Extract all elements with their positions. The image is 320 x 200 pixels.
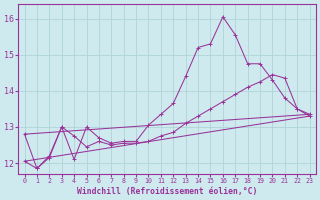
X-axis label: Windchill (Refroidissement éolien,°C): Windchill (Refroidissement éolien,°C)	[77, 187, 257, 196]
